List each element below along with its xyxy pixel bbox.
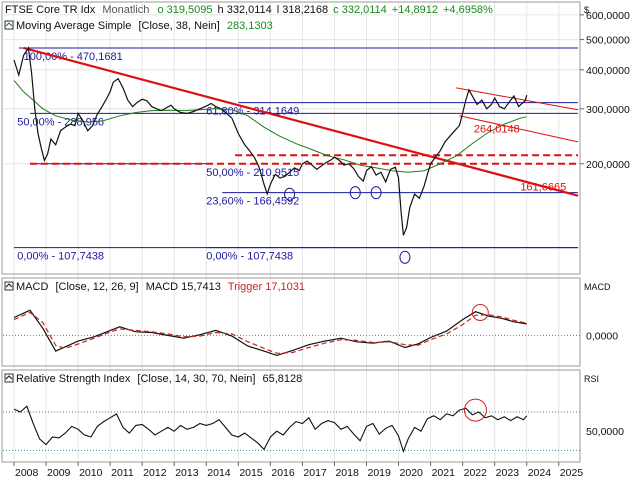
ma-value: 283,1303	[227, 20, 273, 32]
x-tick-label: 2020	[400, 467, 424, 479]
svg-text:Relative Strength Index: Relative Strength Index [Close, 14, 30, …	[16, 373, 302, 385]
macd-line[interactable]	[13, 309, 527, 357]
legend-marker-icon	[4, 281, 14, 291]
macd-trigger-line[interactable]	[13, 311, 527, 354]
legend-marker-icon	[4, 373, 14, 383]
x-tick-label: 2025	[560, 467, 584, 479]
x-tick-label: 2021	[432, 467, 456, 479]
pattern-circle	[284, 187, 296, 201]
x-tick-label: 2024	[528, 467, 552, 479]
macd-legend: MACD [Close, 12, 26, 9] MACD 15,7413 Tri…	[4, 281, 611, 293]
macd-y-tick-label: 0,0000	[586, 330, 618, 342]
ohlc-value: +4,6958%	[443, 4, 493, 16]
macd-params: [Close, 12, 26, 9]	[55, 281, 138, 293]
currency-label: $	[584, 5, 589, 15]
y-tick-label: 200,0000	[586, 159, 630, 171]
rsi-panel[interactable]	[3, 398, 580, 454]
ohlc-value: o 319,5095	[157, 4, 212, 16]
ma-params: [Close, 38, Nein]	[138, 20, 219, 32]
legend-line-icon	[5, 375, 13, 380]
ohlc-value: +14,8912	[392, 4, 438, 16]
instrument-name: FTSE Core TR Idx	[5, 4, 96, 16]
macd-panel-frame	[1, 277, 581, 367]
y-tick-label: 500,0000	[586, 35, 630, 47]
svg-text:MACD [Close, 12, 26, 9]: MACD [Close, 12, 26, 9] MACD 15,7413 Tri…	[16, 281, 305, 293]
ma-legend: Moving Average Simple [Close, 38, Nein] …	[4, 20, 273, 32]
fib-level-label: 50,00% - 210,9515	[206, 167, 299, 179]
x-tick-label: 2013	[175, 467, 199, 479]
trend-value-label: 264,0148	[474, 123, 520, 135]
x-tick-label: 2019	[368, 467, 392, 479]
price-series-line[interactable]	[13, 46, 528, 236]
fib-level-label: 23,60% - 166,4592	[206, 196, 299, 208]
fib-level-label: 0,00% - 107,7438	[206, 251, 293, 263]
period-label: Monatlich	[102, 4, 149, 16]
trend-value-label: 161,6665	[520, 182, 566, 194]
ohlc-value: h 332,0114	[218, 4, 272, 16]
legend-line-icon	[5, 283, 13, 288]
x-tick-label: 2010	[79, 467, 103, 479]
macd-title: MACD	[16, 281, 48, 293]
pattern-circle	[399, 250, 411, 264]
trend-line-long-downtrend[interactable]	[23, 46, 579, 197]
y-tick-label: 300,0000	[586, 104, 630, 116]
x-tick-label: 2012	[143, 467, 167, 479]
macd-highlight-circle	[471, 303, 489, 321]
x-tick-label: 2016	[271, 467, 295, 479]
ma-name: Moving Average Simple	[16, 20, 131, 32]
x-tick-label: 2008	[15, 467, 39, 479]
macd-panel[interactable]	[3, 303, 580, 357]
trend-line-channel-lower[interactable]	[459, 115, 579, 143]
y-tick-label: 400,0000	[586, 65, 630, 77]
macd-panel-tag: MACD	[584, 282, 611, 292]
macd-value: MACD 15,7413	[146, 281, 221, 293]
rsi-params: [Close, 14, 30, 70, Nein]	[137, 373, 255, 385]
rsi-panel-tag: RSI	[584, 374, 599, 384]
x-tick-label: 2023	[496, 467, 520, 479]
trend-line-channel-upper[interactable]	[456, 87, 579, 111]
fib-level-label: 61,80% - 314,1649	[206, 106, 299, 118]
fib-level-label: 0,00% - 107,7438	[17, 251, 104, 263]
rsi-value: 65,8128	[263, 373, 303, 385]
x-tick-label: 2022	[464, 467, 488, 479]
rsi-y-tick-label: 50,0000	[586, 426, 624, 438]
y-tick-label: 600,0000	[586, 10, 630, 22]
x-tick-label: 2017	[303, 467, 327, 479]
svg-text:Moving Average Simple [C: Moving Average Simple [Close, 38, Nein] …	[16, 20, 273, 32]
rsi-line[interactable]	[13, 405, 528, 454]
x-tick-label: 2011	[111, 467, 134, 479]
rsi-legend: Relative Strength Index [Close, 14, 30, …	[4, 373, 599, 385]
ma-series-line[interactable]	[13, 80, 527, 173]
x-tick-label: 2009	[47, 467, 71, 479]
ohlc-value: l 318,2168	[277, 4, 328, 16]
legend-line-icon	[5, 22, 13, 27]
rsi-panel-frame	[1, 369, 581, 463]
macd-trigger: Trigger 17,1031	[228, 281, 305, 293]
x-tick-label: 2018	[335, 467, 359, 479]
ohlc-value: c 332,0114	[333, 4, 387, 16]
x-tick-label: 2014	[207, 467, 231, 479]
rsi-title: Relative Strength Index	[16, 373, 131, 385]
legend-marker-icon	[4, 20, 14, 30]
price-panel-frame	[1, 1, 581, 275]
header-title: FTSE Core TR Idx Monatlich o 319,5095 h 3…	[5, 4, 493, 16]
rsi-highlight-circle	[463, 398, 487, 422]
pattern-circle	[370, 186, 382, 200]
pattern-circle	[349, 186, 361, 200]
x-tick-label: 2015	[239, 467, 263, 479]
